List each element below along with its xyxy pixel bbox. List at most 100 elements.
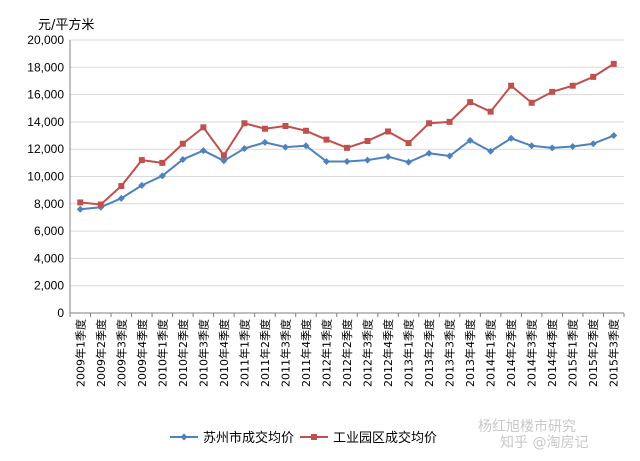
data-point <box>466 136 474 144</box>
x-tick-label: 2013年3季度 <box>443 319 457 387</box>
x-tick-label: 2014年3季度 <box>525 319 539 387</box>
y-tick-label: 0 <box>57 306 64 320</box>
y-axis-ticks: 0 2,000 4,000 6,000 8,000 10,000 12,000 14,000 1… <box>27 33 64 320</box>
data-point <box>425 149 433 157</box>
gridlines <box>69 39 625 317</box>
y-tick-label: 16,000 <box>27 88 64 102</box>
x-tick-label: 2012年4季度 <box>381 319 395 387</box>
data-point <box>385 128 392 135</box>
data-point <box>487 147 495 155</box>
data-point <box>364 138 371 145</box>
x-tick-label: 2010年4季度 <box>217 319 231 387</box>
data-point <box>364 156 372 164</box>
x-tick-label: 2012年3季度 <box>361 319 375 387</box>
data-point <box>610 132 618 140</box>
legend-marker-1 <box>180 433 188 441</box>
data-point <box>76 205 84 213</box>
data-point <box>281 143 289 151</box>
x-tick-label: 2009年1季度 <box>73 319 87 387</box>
series-group <box>76 60 618 213</box>
data-point <box>405 140 412 147</box>
data-point <box>220 152 227 159</box>
data-point <box>610 60 617 67</box>
watermark-source: 杨红旭楼市研究 <box>478 418 576 435</box>
watermark: 杨红旭楼市研究 知乎 @淘房记 <box>478 418 588 451</box>
data-point <box>528 99 535 106</box>
x-tick-label: 2010年1季度 <box>155 319 169 387</box>
legend-label-1: 苏州市成交均价 <box>203 430 294 446</box>
data-point <box>569 142 577 150</box>
y-tick-label: 20,000 <box>27 33 64 47</box>
data-point <box>241 120 248 127</box>
x-tick-label: 2011年2季度 <box>258 319 272 387</box>
data-point <box>302 127 309 134</box>
data-point <box>158 172 166 180</box>
x-tick-label: 2009年3季度 <box>114 319 128 387</box>
x-tick-label: 2012年1季度 <box>319 319 333 387</box>
data-point <box>323 136 330 143</box>
x-tick-label: 2015年3季度 <box>607 319 621 387</box>
data-point <box>199 147 207 155</box>
x-tick-label: 2013年4季度 <box>463 319 477 387</box>
data-point <box>220 157 228 165</box>
x-tick-label: 2015年1季度 <box>566 319 580 387</box>
x-tick-label: 2011年4季度 <box>299 319 313 387</box>
data-point <box>322 157 330 165</box>
data-point <box>240 145 248 153</box>
data-point <box>77 199 84 206</box>
y-tick-label: 14,000 <box>27 115 64 129</box>
watermark-site: 知乎 @淘房记 <box>500 434 588 451</box>
data-point <box>569 82 576 89</box>
y-tick-label: 12,000 <box>27 142 64 156</box>
y-tick-label: 10,000 <box>27 170 64 184</box>
x-tick-label: 2011年3季度 <box>278 319 292 387</box>
data-point <box>97 201 104 208</box>
data-point <box>200 124 207 131</box>
data-point <box>118 183 125 190</box>
data-point <box>528 142 536 150</box>
data-point <box>117 194 125 202</box>
data-point <box>138 157 145 164</box>
x-tick-label: 2012年2季度 <box>340 319 354 387</box>
data-point <box>507 134 515 142</box>
data-point <box>344 144 350 151</box>
data-point <box>261 138 269 146</box>
x-tick-label: 2010年2季度 <box>176 319 190 387</box>
legend-label-2: 工业园区成交均价 <box>333 430 437 446</box>
x-tick-label: 2009年4季度 <box>135 319 149 387</box>
data-point <box>467 99 474 106</box>
data-point <box>159 159 166 166</box>
data-point <box>487 108 494 115</box>
data-point <box>405 158 413 166</box>
data-point <box>384 153 392 161</box>
y-tick-label: 18,000 <box>27 60 64 74</box>
data-point <box>343 157 351 165</box>
data-point <box>590 73 597 80</box>
x-tick-label: 2014年1季度 <box>484 319 498 387</box>
x-tick-label: 2015年2季度 <box>586 319 600 387</box>
data-point <box>261 125 268 132</box>
x-tick-label: 2014年2季度 <box>504 319 518 387</box>
data-point <box>446 118 453 125</box>
data-point <box>179 140 186 147</box>
data-point <box>446 152 454 160</box>
data-point <box>282 122 289 129</box>
y-tick-label: 4,000 <box>34 251 64 265</box>
legend-marker-2 <box>311 434 317 440</box>
y-tick-label: 2,000 <box>34 279 64 293</box>
x-axis-ticks: 2009年1季度 2009年2季度 2009年3季度 2009年4季度 2010年1季度… <box>73 319 620 387</box>
data-point <box>138 181 146 189</box>
data-point <box>548 144 556 152</box>
x-tick-label: 2010年3季度 <box>196 319 210 387</box>
x-tick-label: 2014年4季度 <box>545 319 559 387</box>
data-point <box>302 142 310 150</box>
y-tick-label: 6,000 <box>34 224 64 238</box>
data-point <box>589 140 597 148</box>
x-tick-label: 2009年2季度 <box>94 319 108 387</box>
series-line-2 <box>80 63 615 206</box>
data-point <box>549 88 556 95</box>
y-unit-label: 元/平方米 <box>38 17 94 33</box>
y-tick-label: 8,000 <box>34 197 64 211</box>
data-point <box>508 82 515 89</box>
